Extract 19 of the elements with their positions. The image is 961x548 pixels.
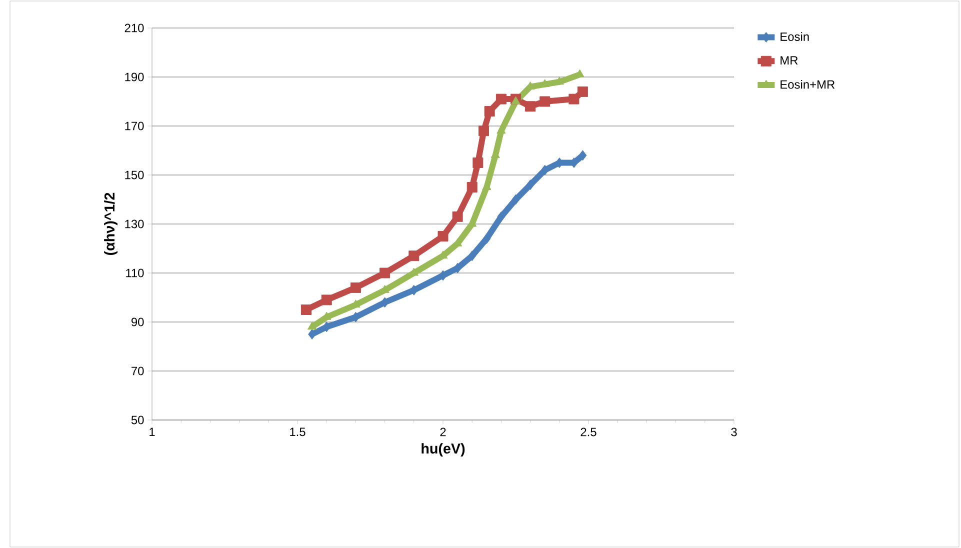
legend-label: MR [780,56,798,65]
legend-label: Eosin+MR [780,80,835,89]
x-tick-label: 1 [150,428,155,436]
x-tick-label: 2.5 [580,428,596,436]
y-tick-label: 90 [131,318,144,326]
x-tick-label: 3 [731,428,737,436]
x-tick-label: 2 [440,428,446,436]
y-tick-label: 210 [124,24,144,32]
y-tick-label: 150 [125,170,144,180]
y-tick-label: 170 [125,122,144,130]
y-tick-label: 190 [125,72,144,82]
y-tick-label: 110 [126,268,144,278]
y-tick-label: 70 [132,366,144,376]
y-tick-label: 50 [131,416,144,424]
y-tick-label: 130 [125,220,144,228]
y-axis-title: (αhν)^1/2 [104,192,118,255]
x-axis-title: hu(eV) [422,443,465,456]
x-tick-label: 1.5 [290,428,306,436]
legend-label: Eosin [780,32,809,41]
